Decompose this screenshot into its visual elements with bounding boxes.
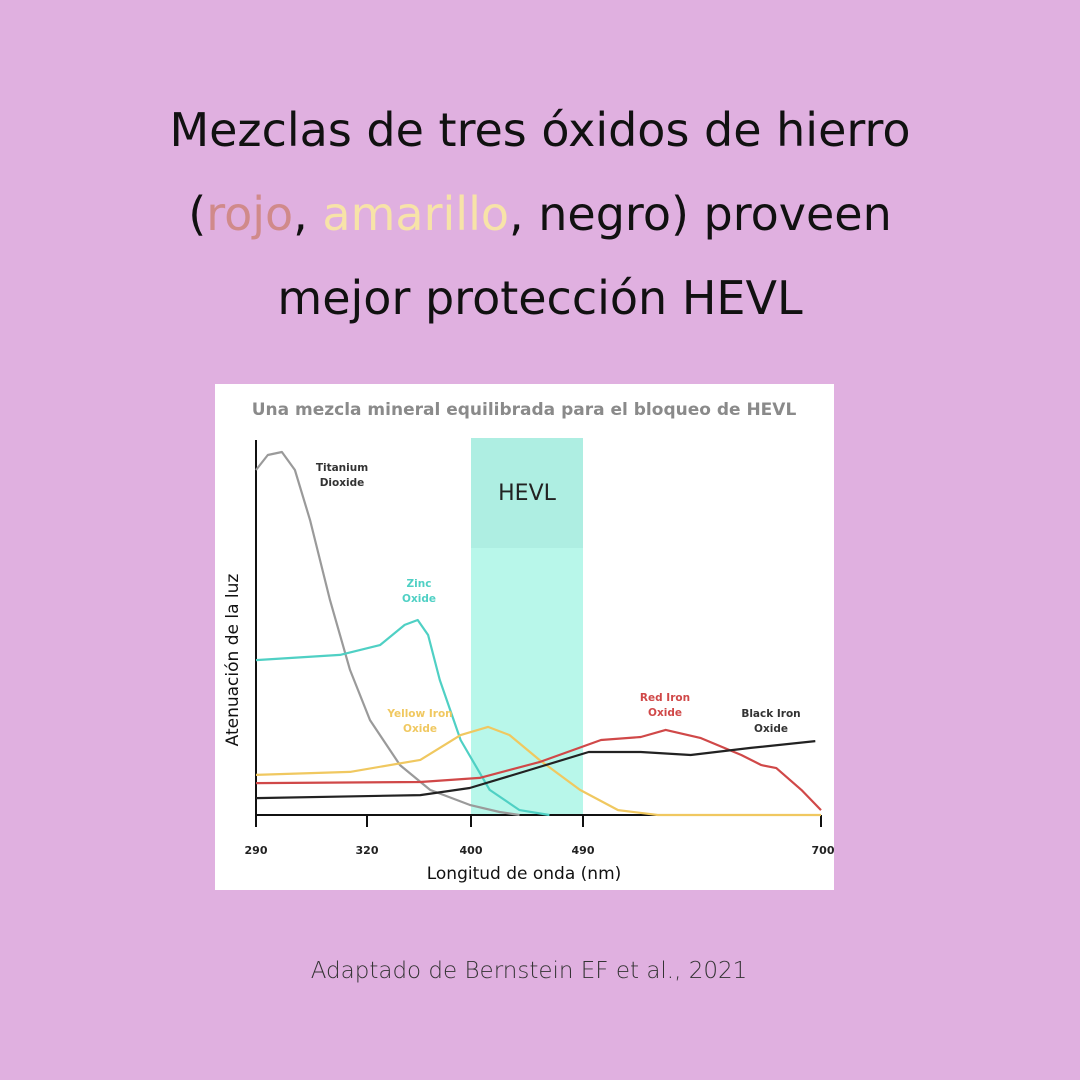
title-part: , bbox=[293, 187, 323, 241]
band-label: HEVL bbox=[498, 481, 556, 506]
hevl-band-top bbox=[471, 438, 583, 548]
x-tick-label: 490 bbox=[572, 844, 595, 857]
title: Mezclas de tres óxidos de hierro (rojo, a… bbox=[0, 88, 1080, 340]
chart-title: Una mezcla mineral equilibrada para el b… bbox=[252, 400, 797, 420]
title-line: Mezclas de tres óxidos de hierro bbox=[0, 88, 1080, 172]
x-tick-label: 400 bbox=[460, 844, 483, 857]
title-line: mejor protección HEVL bbox=[0, 256, 1080, 340]
series-line bbox=[255, 450, 520, 817]
title-part: rojo bbox=[206, 187, 294, 241]
citation: Adaptado de Bernstein EF et al., 2021 bbox=[310, 958, 748, 984]
series-line bbox=[255, 618, 550, 817]
title-line: (rojo, amarillo, negro) proveen bbox=[0, 172, 1080, 256]
series-line bbox=[255, 728, 822, 811]
x-tick-label: 700 bbox=[812, 844, 835, 857]
title-part: Mezclas de tres óxidos de hierro bbox=[169, 103, 911, 157]
title-part: amarillo bbox=[322, 187, 510, 241]
series-line bbox=[255, 725, 821, 817]
series-label: Zinc Oxide bbox=[402, 578, 436, 605]
series-line bbox=[255, 740, 816, 800]
x-axis-label: Longitud de onda (nm) bbox=[427, 864, 622, 884]
series-label: Titanium Dioxide bbox=[315, 462, 369, 489]
title-part: , negro) proveen bbox=[509, 187, 892, 241]
series-label: Red Iron Oxide bbox=[639, 692, 691, 719]
x-tick-label: 290 bbox=[245, 844, 268, 857]
title-part: ( bbox=[188, 187, 207, 241]
y-axis-label: Atenuación de la luz bbox=[223, 574, 243, 747]
series-label: Black Iron Oxide bbox=[741, 708, 801, 735]
x-tick-label: 320 bbox=[356, 844, 379, 857]
series-label: Yellow Iron Oxide bbox=[387, 708, 453, 735]
title-part: mejor protección HEVL bbox=[277, 271, 803, 325]
